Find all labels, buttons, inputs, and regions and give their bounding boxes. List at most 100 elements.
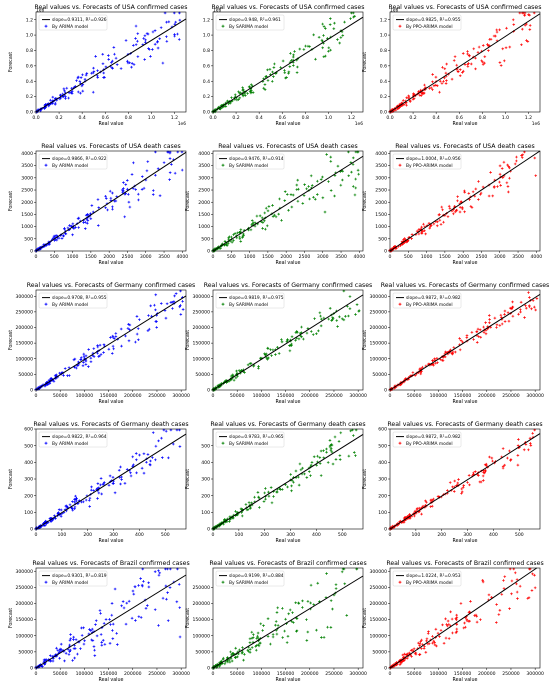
scatter-point [126, 187, 129, 191]
scatter-point [135, 332, 139, 336]
x-tick-label: 50000 [53, 393, 68, 399]
scatter-point [276, 624, 280, 627]
y-tick-label: 50000 [195, 649, 210, 655]
scatter-point [274, 620, 278, 623]
scatter-point [240, 368, 243, 372]
scatter-point [44, 519, 47, 523]
scatter-point [63, 659, 66, 663]
scatter-point [104, 618, 108, 621]
x-tick-label: 100 [57, 532, 66, 538]
fit-line [35, 433, 187, 530]
scatter-point [69, 224, 73, 228]
legend-box [392, 14, 462, 31]
scatter-point [240, 507, 243, 511]
scatter-point [319, 314, 322, 318]
scatter-point [295, 188, 299, 191]
scatter-point [418, 642, 422, 646]
scatter-point [531, 299, 535, 302]
chart-panel-4: Real values vs. Forecasts of USA death c… [8, 143, 188, 266]
legend-series-swatch [44, 24, 48, 28]
scatter-point [495, 323, 499, 327]
x-axis-label: Real value [276, 121, 301, 127]
scatter-point [434, 361, 438, 365]
scatter-point [476, 473, 480, 477]
scatter-point [485, 464, 488, 468]
y-tick-label: 200000 [192, 325, 210, 331]
scatter-point [394, 108, 398, 112]
y-tick-label: 100000 [15, 356, 33, 362]
scatter-point [347, 454, 351, 458]
y-tick-label: 1000 [198, 224, 210, 230]
scatter-point [306, 630, 310, 634]
scatter-point [511, 314, 515, 318]
scatter-point [401, 99, 405, 102]
scatter-point [120, 604, 123, 608]
scatter-point [446, 619, 450, 623]
x-tick-label: 500 [227, 254, 236, 260]
fit-line [35, 295, 187, 391]
scatter-point [480, 59, 483, 63]
scatter-point [448, 481, 452, 484]
scatter-point [130, 173, 134, 176]
x-tick-label: 300000 [349, 393, 367, 399]
scatter-point [254, 648, 258, 652]
x-tick-label: 200 [83, 532, 92, 538]
scatter-point [516, 444, 520, 447]
y-axis-label: Forecast [8, 191, 14, 211]
legend-fit-label: slope=0.9199, R²=0.884 [229, 573, 284, 579]
x-tick-label: 0 [35, 532, 38, 538]
scatter-point [321, 22, 324, 26]
scatter-point [468, 198, 471, 202]
scatter-point [296, 178, 300, 182]
y-tick-label: 50000 [372, 649, 387, 655]
scatter-point [309, 463, 313, 467]
scatter-point [147, 314, 150, 317]
scatter-point [355, 303, 359, 306]
x-tick-label: 150000 [100, 671, 118, 677]
scatter-point [351, 163, 355, 166]
scatter-point [285, 76, 288, 79]
scatter-point [171, 442, 175, 446]
scatter-point [306, 44, 310, 48]
scatter-point [487, 194, 491, 198]
chart-title: Real values vs. Forecasts of USA confirm… [212, 4, 365, 11]
scatter-point [303, 472, 306, 476]
scatter-point [288, 344, 291, 347]
scatter-point [115, 63, 119, 66]
x-tick-label: 200000 [301, 671, 319, 677]
scatter-point [83, 227, 87, 230]
scatter-point [81, 89, 85, 93]
x-tick-label: 200000 [478, 671, 496, 677]
x-tick-label: 100000 [253, 393, 271, 399]
scatter-point [128, 328, 131, 331]
scatter-point [100, 492, 104, 496]
x-tick-label: 100000 [430, 393, 448, 399]
scatter-point [134, 43, 138, 46]
scatter-point [73, 357, 77, 361]
scatter-point [321, 175, 324, 179]
scatter-point [406, 514, 409, 518]
scatter-point [423, 83, 426, 87]
scatter-point [507, 190, 510, 194]
scatter-point [178, 635, 182, 639]
scatter-point [114, 56, 118, 60]
scatter-point [467, 619, 471, 623]
scatter-point [509, 459, 512, 462]
legend-series-swatch [44, 302, 48, 306]
scatter-point [111, 629, 114, 632]
scatter-point [72, 635, 75, 639]
scatter-point [75, 499, 78, 503]
x-axis-label: Real value [453, 260, 478, 266]
scatter-point [59, 648, 63, 651]
scatter-point [234, 509, 237, 513]
y-tick-label: 500 [24, 236, 33, 242]
scatter-point [401, 653, 405, 657]
scatter-point [144, 40, 147, 44]
x-tick-label: 0.2 [409, 115, 416, 121]
scatter-point [446, 215, 450, 218]
scatter-point [135, 471, 138, 475]
scatter-point [288, 349, 292, 353]
scatter-point [179, 304, 182, 307]
scatter-point [151, 456, 154, 459]
x-tick-label: 1.2 [171, 115, 178, 121]
